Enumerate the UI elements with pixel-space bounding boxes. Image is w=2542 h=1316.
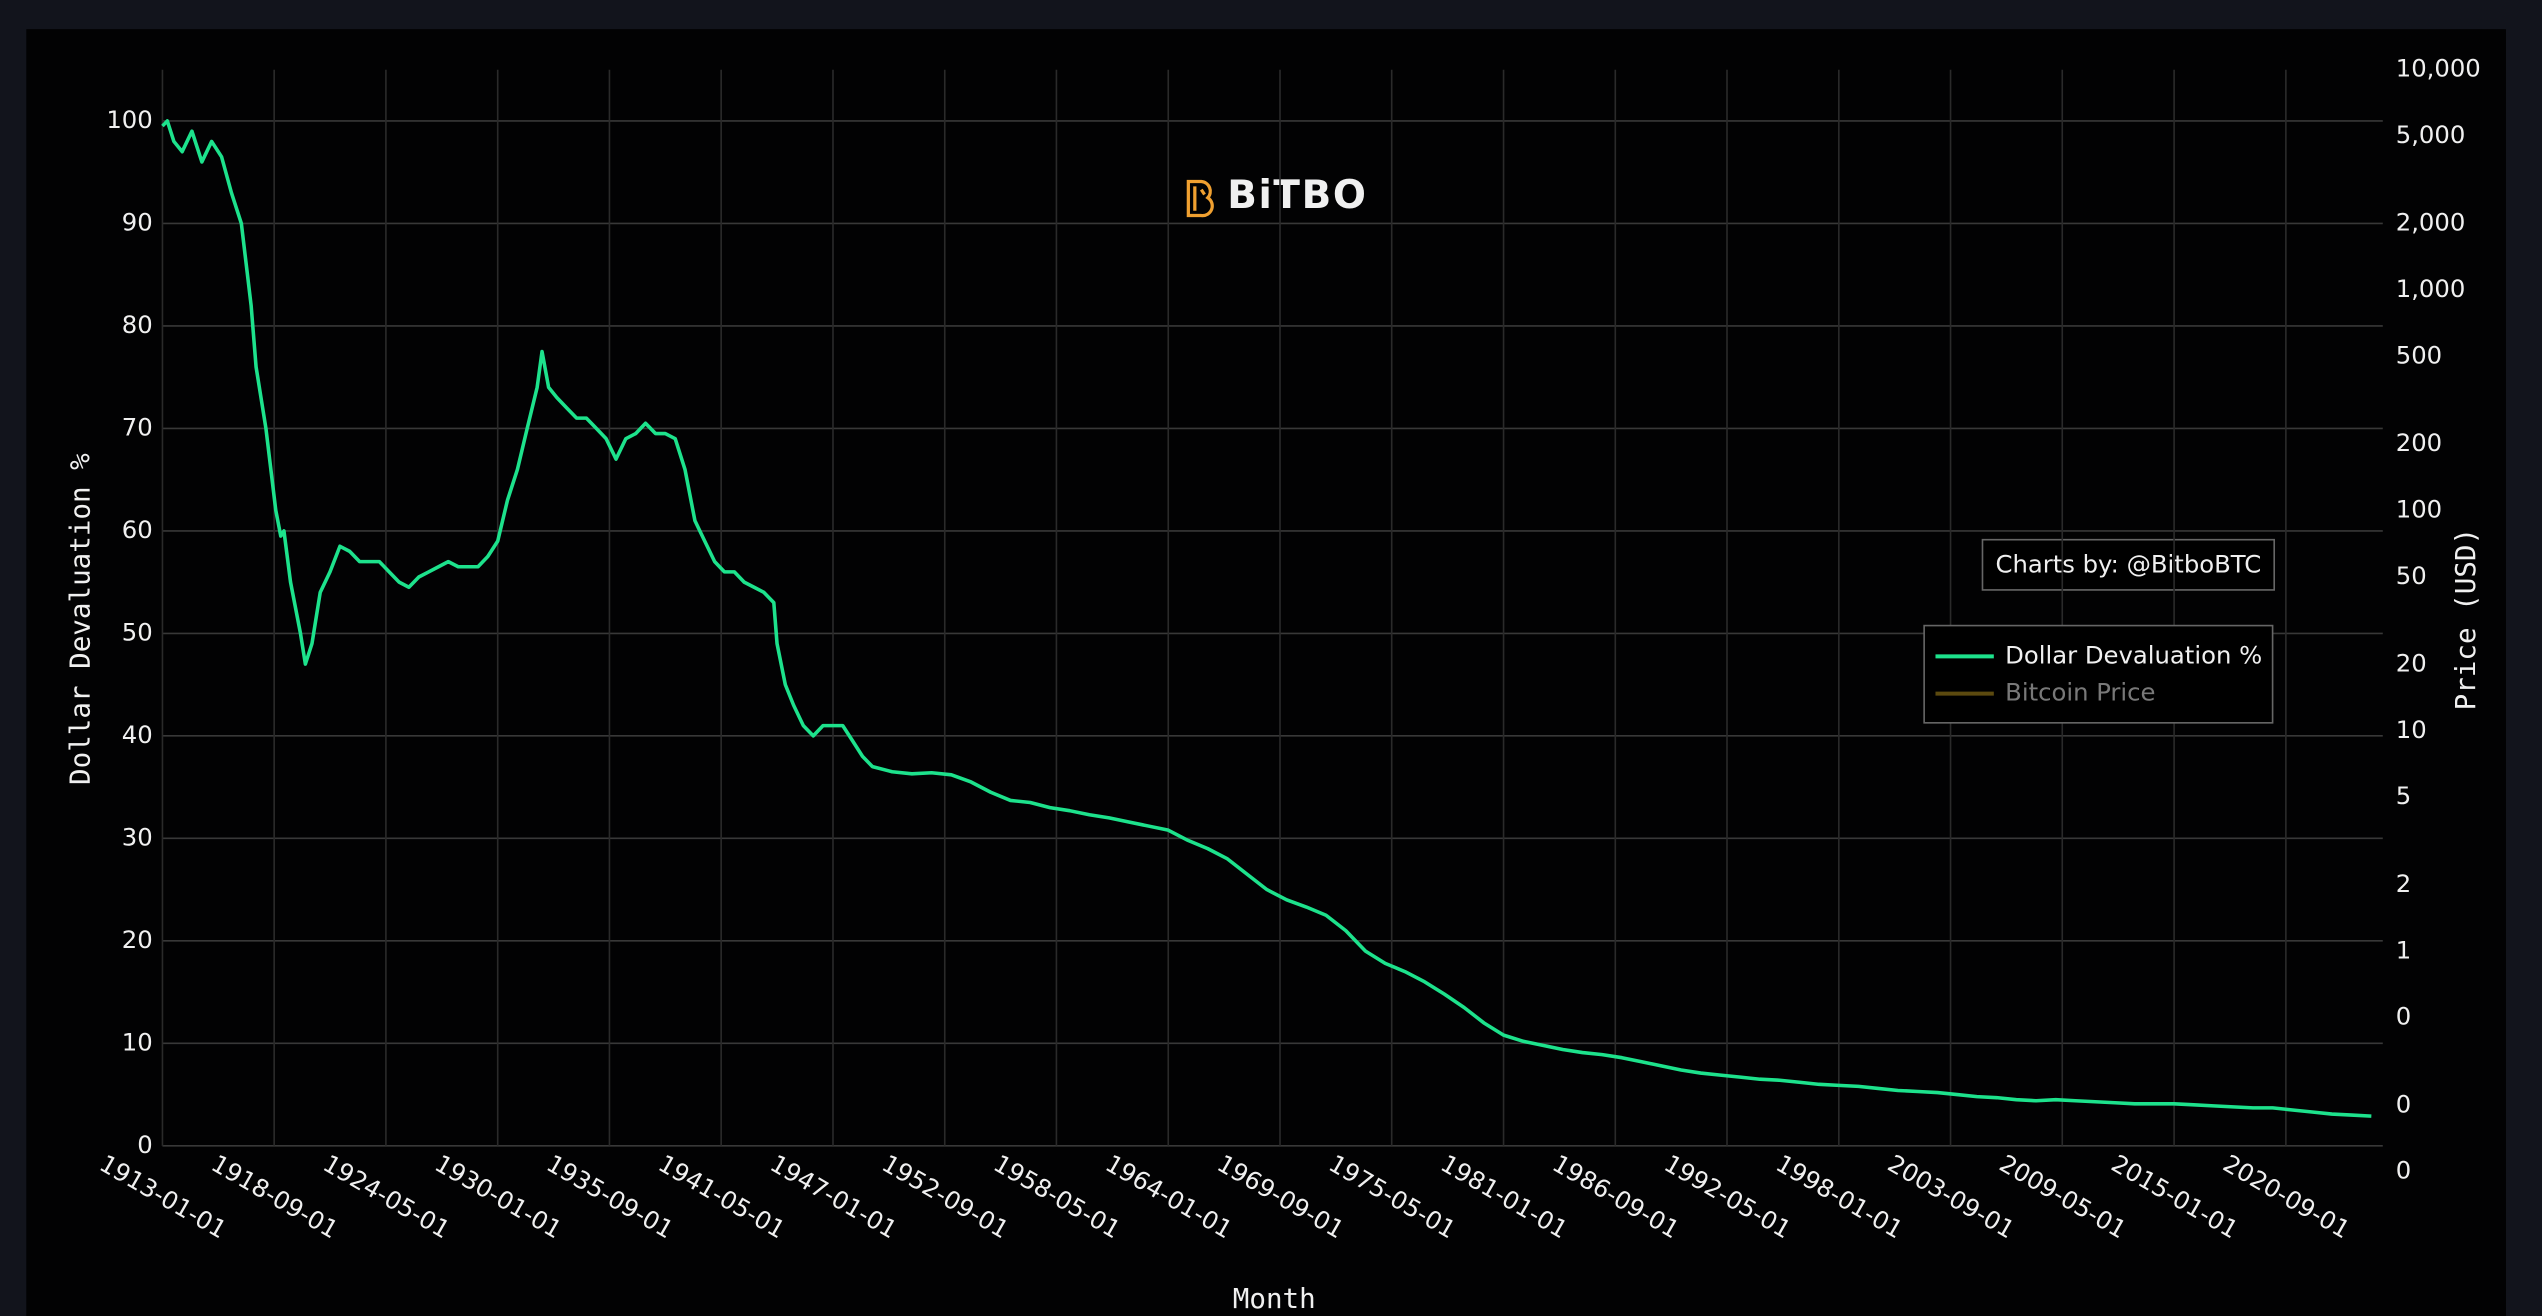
y2-tick-label: 1: [2396, 935, 2411, 964]
y2-tick-label: 5,000: [2396, 120, 2466, 149]
y-tick-label: 10: [122, 1027, 153, 1056]
series-line: [161, 119, 2372, 1118]
y-tick-label: 90: [122, 207, 153, 236]
y2-tick-label: 1,000: [2396, 274, 2466, 303]
y-tick-label: 70: [122, 412, 153, 441]
y2-tick-label: 100: [2396, 494, 2442, 523]
y-tick-label: 80: [122, 310, 153, 339]
logo-icon: [1186, 179, 1214, 218]
annotation-box: [1981, 538, 2276, 591]
y2-axis-title: Price (USD): [2450, 528, 2482, 710]
y2-tick-label: 0: [2396, 1089, 2411, 1118]
y2-tick-label: 2: [2396, 869, 2411, 898]
y2-tick-label: 0: [2396, 1002, 2411, 1031]
y-tick-label: 40: [122, 720, 153, 749]
logo: BiTBO: [1186, 173, 1367, 218]
y2-tick-label: 2,000: [2396, 208, 2466, 237]
y2-tick-label: 50: [2396, 561, 2427, 590]
logo-text: BiTBO: [1227, 173, 1367, 218]
y-tick-label: 0: [137, 1130, 152, 1159]
y-axis-title: Dollar Devaluation %: [64, 453, 96, 785]
annotation: Charts by: @BitboBTC: [1981, 538, 2276, 591]
y2-tick-label: 20: [2396, 649, 2427, 678]
legend-label: Bitcoin Price: [2005, 678, 2155, 707]
y2-tick-label: 5: [2396, 781, 2411, 810]
y-tick-label: 50: [122, 617, 153, 646]
annotation-text: Charts by: @BitboBTC: [1996, 550, 2262, 579]
y-tick-label: 100: [106, 105, 152, 134]
legend-box: [1923, 624, 2274, 724]
y2-tick-label: 10: [2396, 715, 2427, 744]
y-tick-label: 60: [122, 515, 153, 544]
x-axis-title: Month: [1233, 1283, 1316, 1315]
legend-label: Dollar Devaluation %: [2005, 640, 2262, 669]
y2-tick-label: 10,000: [2396, 54, 2481, 83]
y2-tick-label: 0: [2396, 1156, 2411, 1185]
y-tick-label: 30: [122, 822, 153, 851]
y-tick-label: 20: [122, 925, 153, 954]
y2-tick-label: 500: [2396, 340, 2442, 369]
y2-tick-label: 200: [2396, 428, 2442, 457]
